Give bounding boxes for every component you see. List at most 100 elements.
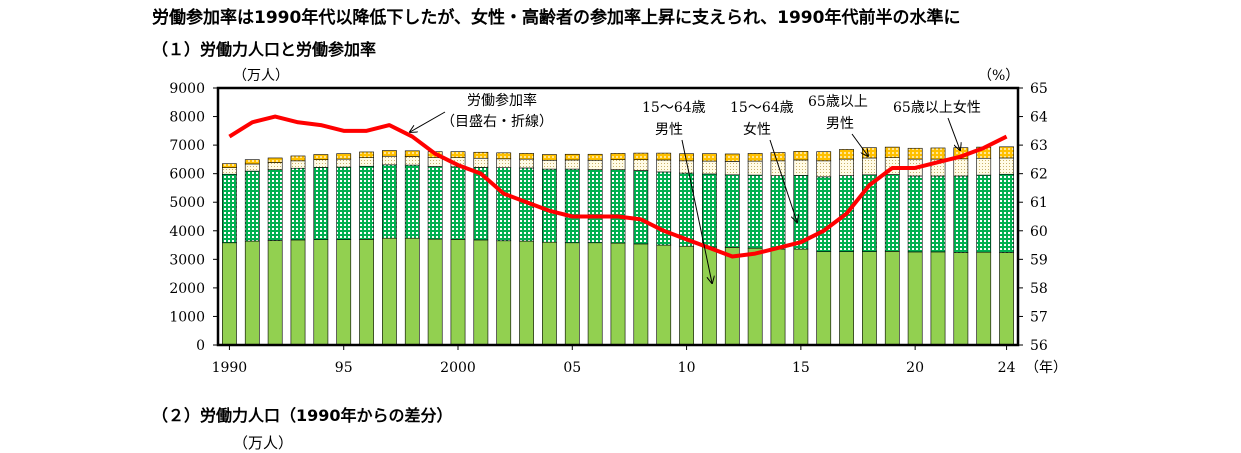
bar-segment-s0-2005: [564, 242, 580, 346]
x-tick-label: 1990: [212, 360, 248, 376]
annotation-rate-line1: 労働参加率: [467, 92, 537, 109]
bar-segment-s0-2003: [519, 240, 534, 346]
bar-segment-s1-2000: [450, 166, 466, 240]
bar-segment-s2-2009: [656, 159, 672, 173]
bar-segment-s0-1991: [244, 240, 260, 346]
bar-segment-s1-1996: [359, 165, 374, 240]
bar-segment-s3-2018: [862, 147, 877, 159]
y-left-tick-label: 0: [196, 338, 205, 354]
bar-segment-s1-2002: [496, 167, 512, 242]
x-tick-label: 10: [678, 360, 696, 376]
bar-segment-s2-2004: [542, 159, 557, 170]
bar-segment-s3-2006: [587, 153, 603, 161]
bar-segment-s2-2017: [839, 158, 854, 176]
bar-segment-s1-2007: [610, 169, 626, 244]
headline: 労働参加率は1990年代以降低下したが、女性・高齢者の参加率上昇に支えられ、19…: [152, 8, 961, 28]
annotation-male1564-line2: 男性: [655, 122, 683, 138]
bar-segment-s3-2008: [633, 152, 649, 160]
bar-segment-s1-1998: [404, 164, 420, 239]
bar-segment-s2-2008: [633, 159, 649, 171]
bar-segment-s2-1990: [222, 167, 237, 175]
annotation-female1564-line1: 15〜64歳: [730, 100, 794, 116]
bar-segment-s3-2020: [907, 147, 923, 160]
bar-segment-s3-1995: [336, 153, 352, 160]
bar-segment-s3-2014: [770, 152, 786, 162]
x-tick-label: 20: [906, 360, 924, 376]
bar-segment-s2-1994: [313, 159, 329, 168]
bar-segment-s1-2021: [930, 175, 946, 253]
x-tick-label: 05: [563, 360, 581, 376]
bar-segment-s3-2012: [724, 153, 740, 162]
bar-segment-s0-2014: [770, 248, 786, 346]
bar-segment-s1-2012: [724, 174, 740, 248]
bar-segment-s2-1999: [427, 157, 443, 167]
y-right-tick-label: 57: [1030, 309, 1048, 325]
bar-segment-s3-2000: [450, 151, 466, 158]
bar-segment-s0-2006: [587, 242, 603, 346]
y-right-tick-label: 65: [1030, 81, 1048, 97]
bar-segment-s0-2018: [862, 251, 877, 346]
annotation-male65-line1: 65歳以上: [808, 94, 868, 110]
bar-segment-s2-2011: [702, 160, 717, 175]
plot-frame: [216, 86, 1020, 347]
bar-segment-s1-1999: [427, 166, 443, 240]
bar-segment-s3-2024: [999, 146, 1014, 159]
bar-segment-s1-2004: [542, 168, 557, 243]
bar-segment-s0-1994: [313, 239, 329, 346]
bar-segment-s0-2012: [724, 247, 740, 346]
bar-segment-s1-2014: [770, 175, 786, 250]
bar-segment-s3-2011: [702, 153, 717, 162]
bar-segment-s1-2005: [564, 168, 580, 244]
annotations-group: 労働参加率 （目盛右・折線） 15〜64歳 男性 15〜64歳 女性 65歳以上…: [410, 92, 981, 283]
annotation-female1564-arrow: [769, 139, 797, 222]
bar-segment-s0-1993: [290, 239, 306, 346]
bar-segment-s2-2015: [793, 159, 809, 176]
y-left-tick-label: 4000: [169, 224, 205, 240]
bar-segment-s1-1995: [336, 166, 352, 240]
bar-segment-s3-2015: [793, 151, 809, 161]
y-left-tick-label: 3000: [169, 252, 205, 268]
bar-segment-s2-1997: [382, 155, 397, 166]
bar-segment-s1-2022: [953, 175, 969, 253]
bar-segment-s0-1992: [267, 240, 283, 346]
x-tick-label: 95: [335, 360, 353, 376]
bar-segment-s3-2002: [496, 152, 512, 160]
bar-segment-s0-2019: [884, 251, 900, 346]
bar-segment-s1-2006: [587, 169, 603, 244]
bar-segment-s3-1993: [290, 155, 306, 162]
bar-segment-s2-2001: [473, 157, 489, 168]
bar-segment-s2-1992: [267, 162, 283, 170]
bar-segment-s3-2004: [542, 154, 557, 161]
bar-segment-s3-1997: [382, 150, 397, 157]
y-right-tick-label: 56: [1030, 338, 1048, 354]
x-tick-label: 15: [792, 360, 810, 376]
y-left-tick-label: 1000: [169, 309, 205, 325]
y-right-tick-label: 61: [1030, 195, 1048, 211]
x-unit-label: （年）: [1025, 360, 1067, 376]
bar-segment-s2-2002: [496, 158, 512, 168]
annotation-male65-arrow: [851, 133, 868, 156]
labor-force-chart: （万人） （%） （年） 0 1000 2000 3000 4000 5000 6000 70…: [169, 68, 1067, 376]
annotation-male1564-arrow: [681, 139, 712, 283]
bar-segment-s1-1993: [290, 167, 306, 241]
annotation-female65-arrow: [947, 117, 960, 150]
y-left-unit-label: （万人）: [233, 68, 289, 84]
y-left-tick-label: 6000: [169, 167, 205, 183]
bar-segment-s0-2024: [999, 252, 1014, 346]
bar-segment-s2-2022: [953, 158, 969, 177]
bar-segment-s0-2008: [633, 243, 649, 346]
x-tick-label: 2000: [440, 360, 476, 376]
bar-segment-s0-2010: [679, 245, 694, 346]
bar-segment-s2-1995: [336, 158, 352, 168]
bar-segment-s3-1998: [404, 150, 420, 157]
bar-segment-s3-2007: [610, 153, 626, 160]
bar-segment-s3-2017: [839, 149, 854, 160]
bar-segment-s0-2002: [496, 240, 512, 346]
bar-segment-s3-2003: [519, 153, 534, 160]
bar-segment-s1-2013: [747, 174, 763, 249]
bar-segment-s0-1996: [359, 239, 374, 346]
bar-segment-s0-2001: [473, 239, 489, 346]
bar-segment-s0-2023: [976, 251, 992, 346]
x-tick-label: 24: [998, 360, 1016, 376]
bar-segment-s2-2023: [976, 157, 992, 176]
